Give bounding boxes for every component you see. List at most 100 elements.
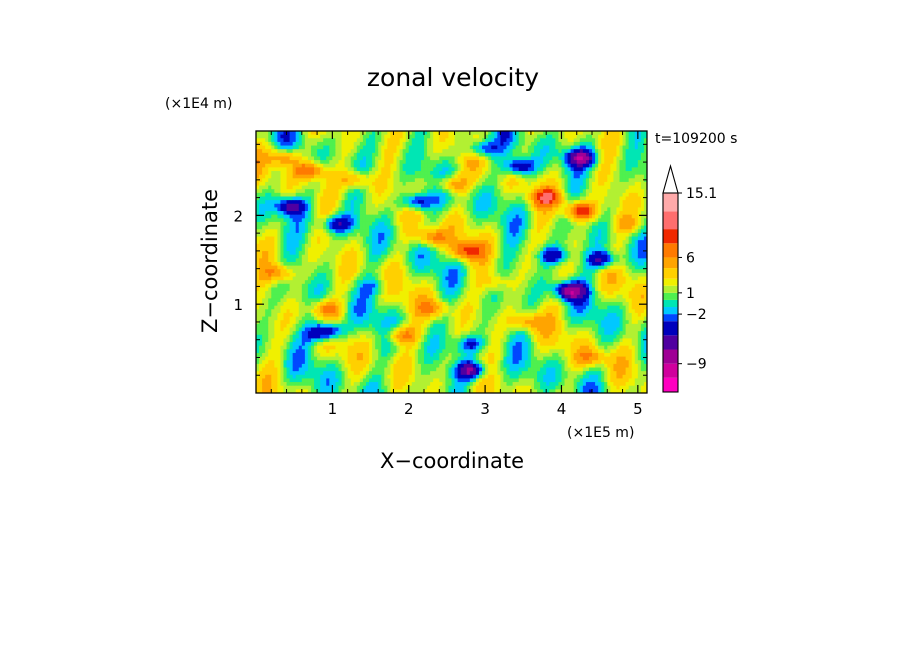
field-cell	[592, 185, 596, 190]
field-cell	[256, 138, 260, 143]
field-cell	[592, 181, 596, 187]
field-cell	[640, 145, 645, 150]
field-cell	[637, 138, 642, 143]
field-cell	[341, 141, 346, 147]
field-cell	[286, 181, 291, 187]
field-cell	[411, 152, 416, 158]
field-cell	[497, 258, 501, 263]
field-cell	[469, 138, 474, 143]
field-cell	[613, 178, 618, 183]
field-cell	[439, 152, 443, 158]
field-cell	[332, 163, 337, 168]
field-cell	[509, 167, 514, 172]
field-cell	[320, 189, 324, 194]
field-cell	[433, 156, 437, 161]
field-cell	[518, 200, 523, 205]
field-cell	[335, 211, 340, 216]
field-cell	[625, 189, 630, 194]
field-cell	[399, 258, 404, 263]
field-cell	[323, 189, 327, 194]
field-cell	[482, 152, 486, 158]
field-cell	[326, 181, 330, 187]
field-cell	[372, 258, 376, 263]
field-cell	[506, 229, 511, 234]
field-cell	[335, 207, 340, 212]
field-cell	[613, 247, 618, 252]
field-cell	[283, 243, 288, 249]
field-cell	[506, 254, 511, 259]
field-cell	[625, 236, 630, 241]
field-cell	[424, 181, 428, 187]
field-cell	[268, 200, 272, 205]
field-cell	[329, 181, 333, 187]
field-cell	[543, 185, 547, 190]
field-cell	[323, 196, 327, 201]
field-cell	[494, 185, 498, 190]
field-cell	[405, 240, 410, 245]
field-cell	[515, 196, 520, 201]
field-cell	[439, 149, 443, 154]
field-cell	[436, 240, 440, 245]
field-cell	[274, 240, 278, 245]
field-cell	[533, 149, 538, 154]
field-cell	[475, 192, 480, 198]
field-cell	[485, 178, 489, 183]
field-cell	[381, 174, 385, 179]
field-cell	[622, 218, 627, 223]
field-cell	[314, 225, 318, 230]
field-cell	[509, 138, 514, 143]
field-cell	[561, 163, 566, 168]
field-cell	[592, 160, 596, 165]
field-cell	[579, 203, 584, 209]
field-cell	[558, 236, 563, 241]
field-cell	[262, 221, 266, 227]
field-cell	[414, 174, 419, 179]
field-cell	[365, 207, 370, 212]
field-cell	[558, 138, 563, 143]
field-cell	[637, 247, 642, 252]
field-cell	[512, 196, 517, 201]
field-cell	[619, 181, 624, 187]
field-cell	[582, 243, 587, 249]
field-cell	[341, 134, 346, 139]
field-cell	[527, 229, 532, 234]
field-cell	[616, 240, 621, 245]
field-cell	[521, 131, 526, 136]
field-cell	[506, 207, 511, 212]
field-cell	[482, 167, 486, 172]
field-cell	[372, 254, 376, 259]
field-cell	[622, 185, 627, 190]
field-cell	[323, 163, 327, 168]
field-cell	[466, 229, 471, 234]
field-cell	[384, 174, 388, 179]
field-cell	[500, 236, 505, 241]
field-cell	[381, 196, 385, 201]
field-cell	[579, 156, 584, 161]
field-cell	[387, 131, 391, 136]
field-cell	[301, 185, 306, 190]
field-cell	[301, 229, 306, 234]
field-cell	[582, 236, 587, 241]
field-cell	[433, 131, 437, 136]
field-cell	[628, 185, 633, 190]
field-cell	[393, 131, 398, 136]
field-cell	[292, 141, 297, 147]
y-axis-title: Z−coordinate	[198, 189, 222, 333]
field-cell	[601, 185, 605, 190]
field-cell	[543, 247, 547, 252]
field-cell	[491, 251, 495, 256]
field-cell	[320, 211, 324, 216]
field-cell	[350, 200, 355, 205]
field-cell	[637, 178, 642, 183]
field-cell	[619, 178, 624, 183]
field-cell	[625, 232, 630, 238]
field-cell	[533, 218, 538, 223]
field-cell	[384, 247, 388, 252]
field-cell	[485, 141, 489, 147]
field-cell	[277, 185, 282, 190]
field-cell	[256, 156, 260, 161]
field-cell	[265, 218, 269, 223]
field-cell	[601, 225, 605, 230]
field-cell	[268, 134, 272, 139]
field-cell	[387, 152, 391, 158]
